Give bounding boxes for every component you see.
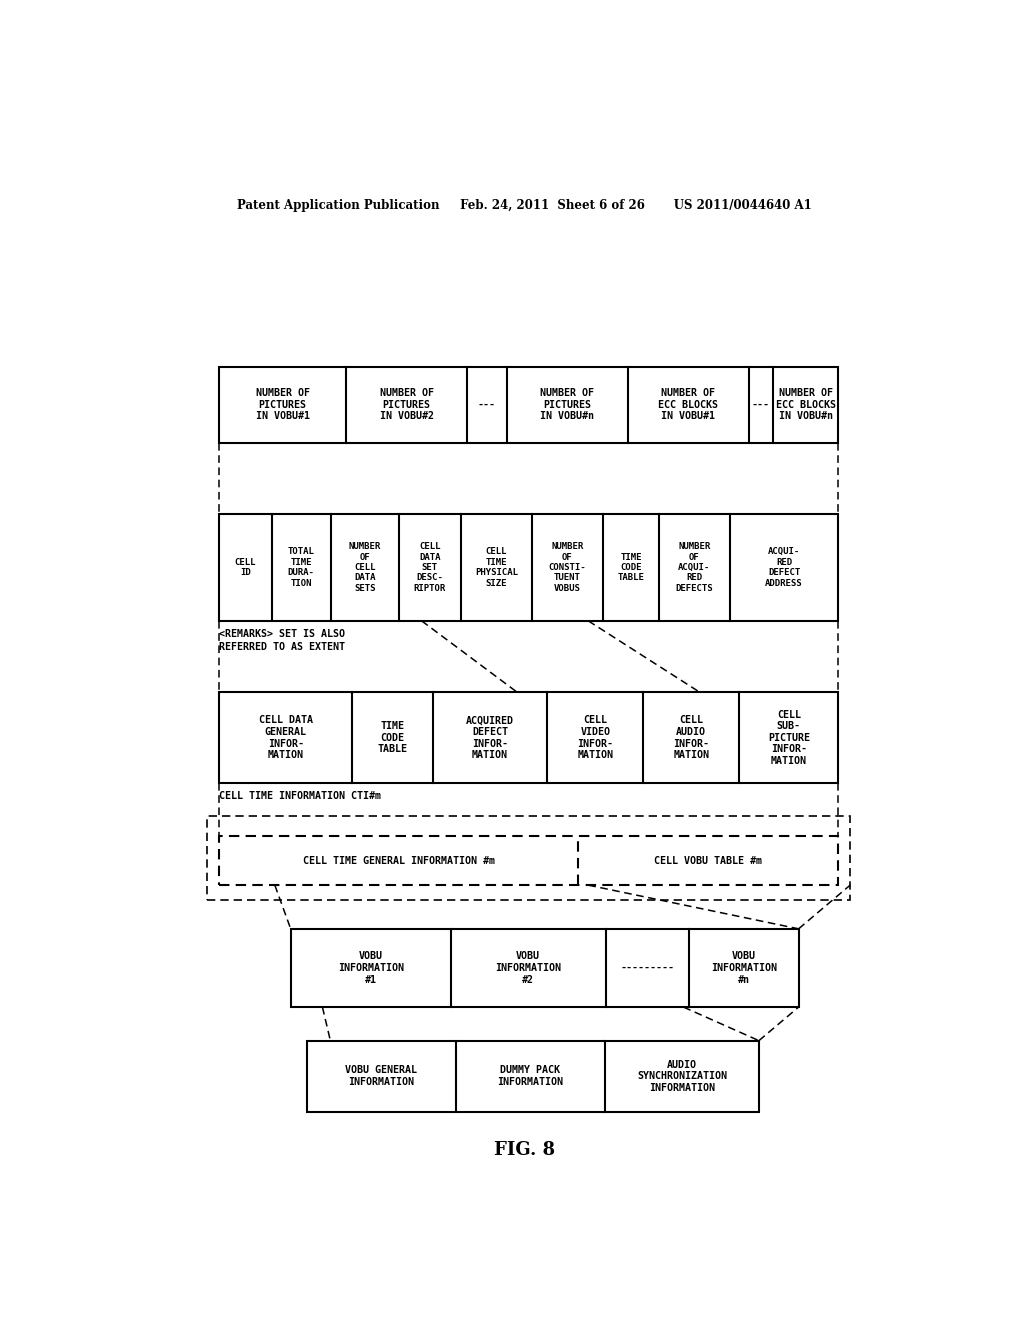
Text: AUDIO
SYNCHRONIZATION
INFORMATION: AUDIO SYNCHRONIZATION INFORMATION — [637, 1060, 727, 1093]
Text: NUMBER OF
ECC BLOCKS
IN VOBU#1: NUMBER OF ECC BLOCKS IN VOBU#1 — [658, 388, 718, 421]
Bar — [219, 837, 839, 886]
Text: CELL
ID: CELL ID — [234, 558, 256, 577]
Text: DUMMY PACK
INFORMATION: DUMMY PACK INFORMATION — [498, 1065, 563, 1086]
Text: FIG. 8: FIG. 8 — [495, 1142, 555, 1159]
Text: ---------: --------- — [621, 964, 675, 973]
Bar — [207, 816, 850, 900]
Text: TIME
CODE
TABLE: TIME CODE TABLE — [378, 721, 408, 754]
Text: VOBU
INFORMATION
#2: VOBU INFORMATION #2 — [496, 952, 561, 985]
Text: NUMBER OF
ECC BLOCKS
IN VOBU#n: NUMBER OF ECC BLOCKS IN VOBU#n — [776, 388, 836, 421]
Bar — [219, 692, 839, 784]
Text: CELL
TIME
PHYSICAL
SIZE: CELL TIME PHYSICAL SIZE — [475, 548, 518, 587]
Bar — [306, 1040, 759, 1111]
Text: ---: --- — [478, 400, 496, 411]
Text: CELL
AUDIO
INFOR-
MATION: CELL AUDIO INFOR- MATION — [673, 715, 710, 760]
Text: CELL
DATA
SET
DESC-
RIPTOR: CELL DATA SET DESC- RIPTOR — [414, 543, 445, 593]
Text: VOBU
INFORMATION
#1: VOBU INFORMATION #1 — [338, 952, 403, 985]
Text: Patent Application Publication     Feb. 24, 2011  Sheet 6 of 26       US 2011/00: Patent Application Publication Feb. 24, … — [238, 198, 812, 211]
Bar — [219, 515, 839, 620]
Text: TIME
CODE
TABLE: TIME CODE TABLE — [617, 553, 644, 582]
Text: CELL
SUB-
PICTURE
INFOR-
MATION: CELL SUB- PICTURE INFOR- MATION — [768, 710, 810, 766]
Text: VOBU GENERAL
INFORMATION: VOBU GENERAL INFORMATION — [345, 1065, 417, 1086]
Text: ACQUI-
RED
DEFECT
ADDRESS: ACQUI- RED DEFECT ADDRESS — [765, 548, 803, 587]
Text: ACQUIRED
DEFECT
INFOR-
MATION: ACQUIRED DEFECT INFOR- MATION — [466, 715, 514, 760]
Bar — [219, 367, 839, 444]
Text: NUMBER OF
PICTURES
IN VOBU#n: NUMBER OF PICTURES IN VOBU#n — [541, 388, 595, 421]
Text: ---: --- — [752, 400, 770, 411]
Text: TOTAL
TIME
DURA-
TION: TOTAL TIME DURA- TION — [288, 548, 314, 587]
Text: NUMBER
OF
ACQUI-
RED
DEFECTS: NUMBER OF ACQUI- RED DEFECTS — [676, 543, 713, 593]
Text: NUMBER OF
PICTURES
IN VOBU#1: NUMBER OF PICTURES IN VOBU#1 — [256, 388, 309, 421]
Text: NUMBER
OF
CONSTI-
TUENT
VOBUS: NUMBER OF CONSTI- TUENT VOBUS — [549, 543, 587, 593]
Text: CELL VOBU TABLE #m: CELL VOBU TABLE #m — [654, 855, 762, 866]
Text: CELL DATA
GENERAL
INFOR-
MATION: CELL DATA GENERAL INFOR- MATION — [259, 715, 312, 760]
Text: VOBU
INFORMATION
#n: VOBU INFORMATION #n — [711, 952, 777, 985]
Text: <REMARKS> SET IS ALSO
REFERRED TO AS EXTENT: <REMARKS> SET IS ALSO REFERRED TO AS EXT… — [219, 630, 345, 652]
Text: CELL
VIDEO
INFOR-
MATION: CELL VIDEO INFOR- MATION — [578, 715, 613, 760]
Text: CELL TIME INFORMATION CTI#m: CELL TIME INFORMATION CTI#m — [219, 791, 381, 801]
Text: CELL TIME GENERAL INFORMATION #m: CELL TIME GENERAL INFORMATION #m — [303, 855, 495, 866]
Text: NUMBER OF
PICTURES
IN VOBU#2: NUMBER OF PICTURES IN VOBU#2 — [380, 388, 433, 421]
Text: NUMBER
OF
CELL
DATA
SETS: NUMBER OF CELL DATA SETS — [348, 543, 381, 593]
Bar — [291, 929, 799, 1007]
